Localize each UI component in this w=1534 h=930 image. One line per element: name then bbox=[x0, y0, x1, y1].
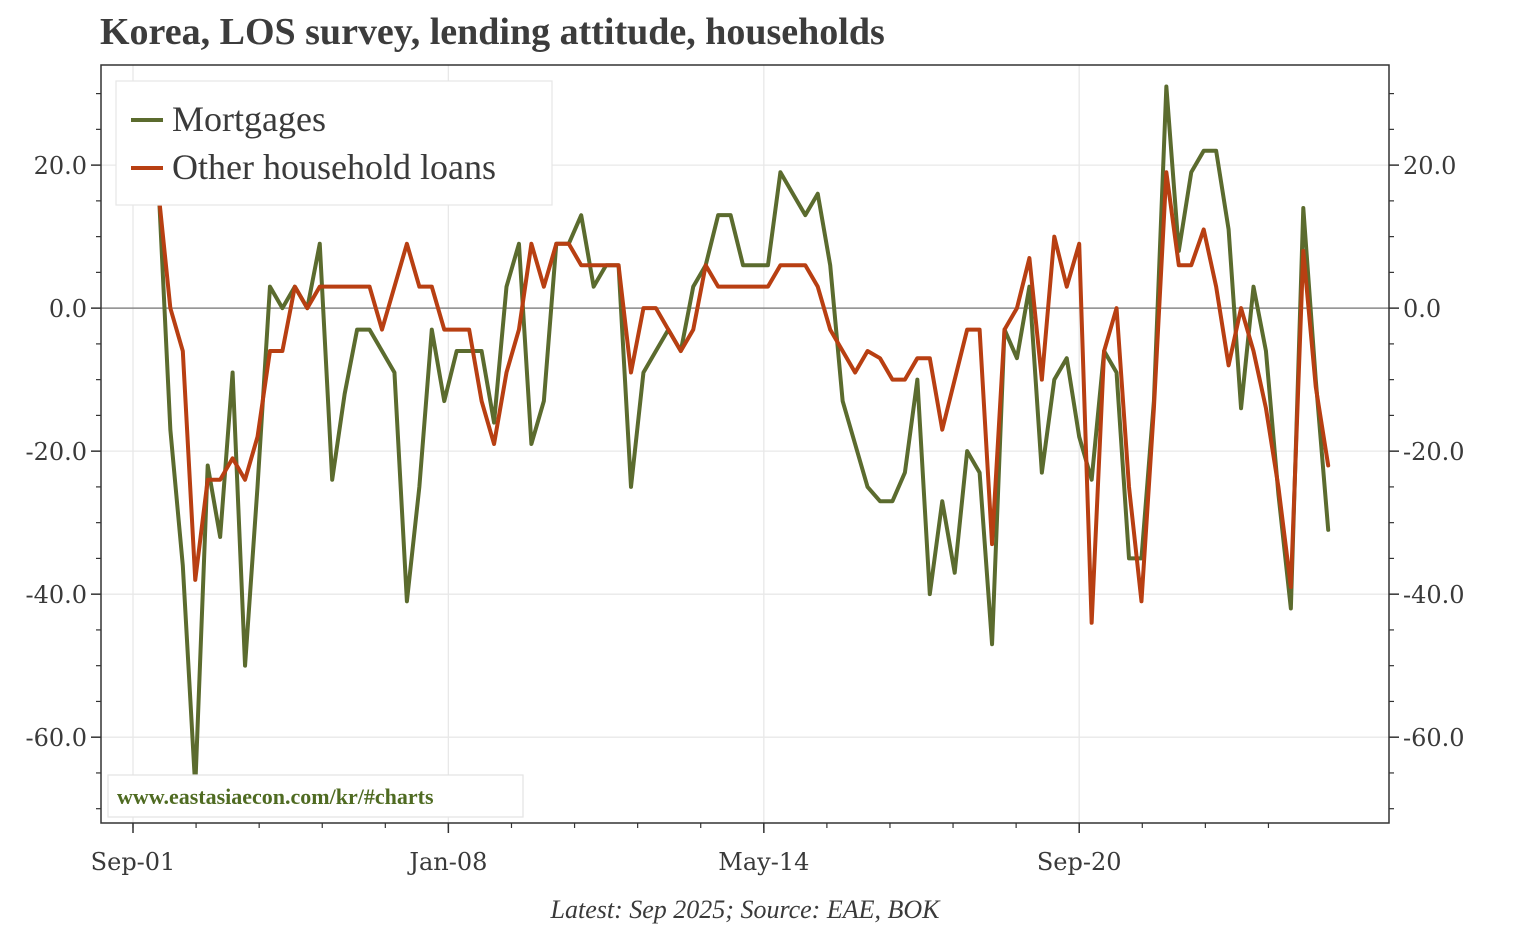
series-layer bbox=[155, 84, 1331, 790]
x-tick-label: Sep-20 bbox=[1037, 848, 1122, 876]
plot-frame bbox=[100, 64, 1390, 824]
series-line-other-household-loans bbox=[155, 170, 1331, 625]
legend-box bbox=[115, 80, 553, 206]
legend-label-other: Other household loans bbox=[172, 147, 496, 187]
chart-title: Korea, LOS survey, lending attitude, hou… bbox=[100, 11, 885, 53]
y-tick-label-left: -60.0 bbox=[25, 724, 87, 752]
y-tick-label-right: 20.0 bbox=[1403, 152, 1456, 180]
axes: -60.0 -60.0 -40.0 -40.0 -20.0 -20.0 0.0 0.0 20.0… bbox=[25, 93, 1465, 876]
footer-source: Latest: Sep 2025; Source: EAE, BOK bbox=[550, 895, 942, 924]
y-tick-label-right: -20.0 bbox=[1403, 438, 1465, 466]
legend: Mortgages Other household loans bbox=[115, 80, 553, 206]
watermark-link: www.eastasiaecon.com/kr/#charts bbox=[117, 784, 434, 809]
series-points-other-household-loans bbox=[157, 172, 1329, 623]
y-tick-label-right: -40.0 bbox=[1403, 581, 1465, 609]
y-tick-label-left: -20.0 bbox=[25, 438, 87, 466]
y-tick-label-left: 20.0 bbox=[34, 152, 87, 180]
y-tick-label-left: 0.0 bbox=[49, 295, 87, 323]
x-tick-label: May-14 bbox=[718, 848, 809, 876]
y-tick-label-right: -60.0 bbox=[1403, 724, 1465, 752]
legend-label-mortgages: Mortgages bbox=[172, 99, 326, 139]
y-tick-label-left: -40.0 bbox=[25, 581, 87, 609]
y-tick-label-right: 0.0 bbox=[1403, 295, 1441, 323]
watermark-box[interactable]: www.eastasiaecon.com/kr/#charts bbox=[107, 774, 524, 818]
x-tick-label: Jan-08 bbox=[406, 848, 487, 876]
x-tick-label: Sep-01 bbox=[91, 848, 176, 876]
